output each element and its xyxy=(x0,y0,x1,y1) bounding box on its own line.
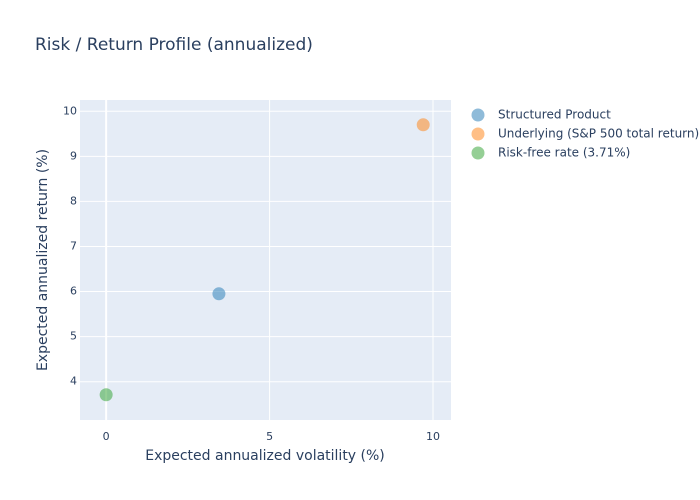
legend-marker[interactable] xyxy=(471,127,485,141)
y-tick-label: 4 xyxy=(70,375,77,388)
plot-background xyxy=(80,100,451,420)
chart-title: Risk / Return Profile (annualized) xyxy=(35,35,313,55)
scatter-point[interactable] xyxy=(416,118,430,132)
y-tick-label: 10 xyxy=(63,104,77,117)
legend-marker[interactable] xyxy=(471,146,485,160)
legend-label[interactable]: Structured Product xyxy=(498,108,611,122)
legend-marker[interactable] xyxy=(471,108,485,122)
plot-area: 0 5 10 4 5 6 7 8 9 10 xyxy=(63,100,451,443)
x-tick-label: 10 xyxy=(426,430,440,443)
scatter-point[interactable] xyxy=(212,287,226,301)
x-axis-title: Expected annualized volatility (%) xyxy=(145,448,385,464)
legend-label[interactable]: Risk-free rate (3.71%) xyxy=(498,146,630,160)
legend: Structured Product Underlying (S&P 500 to… xyxy=(471,108,699,160)
scatter-point[interactable] xyxy=(99,388,113,402)
legend-label[interactable]: Underlying (S&P 500 total return) xyxy=(498,127,699,141)
x-tick-label: 5 xyxy=(266,430,273,443)
y-tick-label: 8 xyxy=(70,194,77,207)
y-tick-label: 9 xyxy=(70,149,77,162)
y-tick-label: 6 xyxy=(70,285,77,298)
y-axis-title: Expected annualized return (%) xyxy=(35,149,51,371)
y-tick-label: 7 xyxy=(70,239,77,252)
y-tick-label: 5 xyxy=(70,330,77,343)
x-tick-label: 0 xyxy=(103,430,110,443)
